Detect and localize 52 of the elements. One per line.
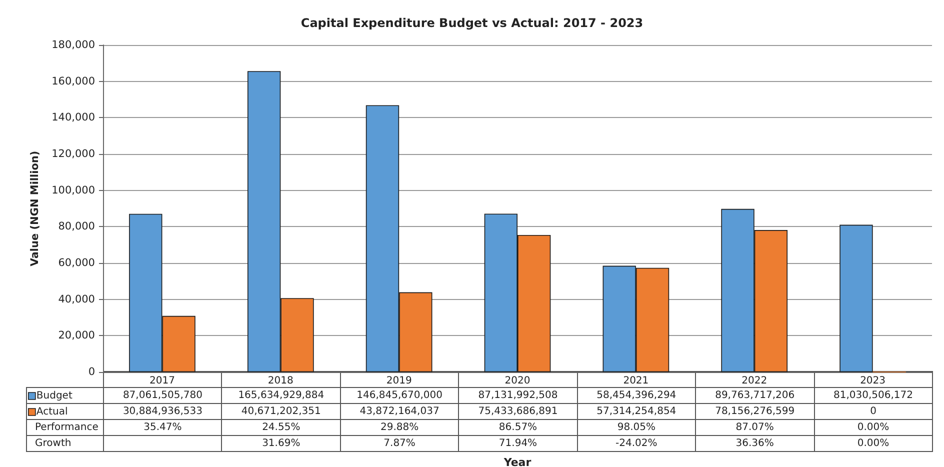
x-tick-label: 2019	[386, 376, 412, 386]
text: 146,845,670,000	[356, 390, 442, 401]
text: 165,634,929,884	[238, 390, 324, 401]
text: 36.36%	[736, 438, 774, 449]
y-tick-label: 80,000	[58, 220, 95, 233]
text: 35.47%	[144, 422, 182, 433]
x-tick-label: 2023	[860, 376, 886, 386]
text: Year	[502, 456, 532, 467]
text: 31.69%	[262, 438, 300, 449]
x-tick-label: 2020	[504, 376, 530, 386]
bar	[840, 224, 873, 372]
text: Performance	[35, 422, 98, 433]
y-tick-label: 180,000	[52, 39, 95, 51]
text: 0.00%	[857, 438, 890, 449]
text: -24.02%	[616, 438, 658, 449]
x-tick-label: 2022	[742, 376, 768, 386]
y-tick-label: 0	[88, 366, 95, 378]
text: 24.55%	[262, 422, 300, 433]
text: 86.57%	[498, 422, 538, 433]
chart-title: Capital Expenditure Budget vs Actual: 2017 - 2023	[300, 16, 644, 30]
text: 98.05%	[617, 422, 656, 433]
text: 58,454,396,294	[596, 390, 676, 401]
text: 57,314,254,854	[596, 406, 676, 417]
x-tick-label: 2021	[623, 376, 649, 386]
text: 78,156,276,599	[715, 406, 795, 417]
text: 30,884,936,533	[122, 406, 202, 417]
text: 89,763,717,206	[715, 390, 795, 401]
text: 75,433,686,891	[478, 406, 558, 417]
text: 71.94%	[498, 438, 538, 449]
legend-label: Actual	[36, 406, 68, 418]
y-tick-label: 160,000	[52, 75, 95, 88]
y-tick-label: 120,000	[52, 148, 95, 160]
y-tick-label: 20,000	[58, 330, 95, 342]
y-tick-label: 60,000	[58, 257, 95, 269]
legend-label: Budget	[36, 390, 72, 402]
text: 43,872,164,037	[360, 406, 440, 417]
text: 0.00%	[857, 422, 890, 433]
text: Growth	[35, 438, 72, 449]
text: 87,131,992,508	[478, 390, 558, 401]
x-tick-label: 2018	[268, 376, 294, 386]
text: 81,030,506,172	[834, 390, 914, 401]
y-tick-label: 40,000	[58, 293, 95, 306]
text: 87.07%	[736, 422, 774, 433]
x-tick-label: 2017	[149, 376, 175, 386]
y-axis-title: Value (NGN Million)	[29, 150, 42, 266]
text: 29.88%	[380, 422, 419, 433]
text: 0	[870, 406, 876, 417]
y-tick-label: 140,000	[52, 112, 95, 124]
y-tick-label: 100,000	[52, 184, 95, 196]
text: 7.87%	[384, 438, 416, 449]
text: 87,061,505,780	[122, 390, 202, 401]
text: 40,671,202,351	[241, 406, 321, 417]
